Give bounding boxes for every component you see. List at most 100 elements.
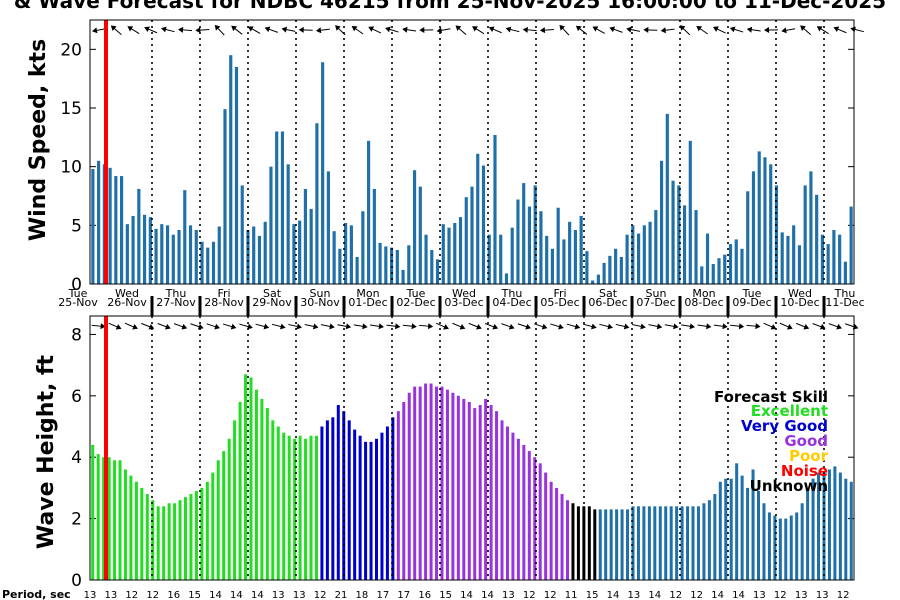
bar bbox=[395, 249, 399, 284]
bar bbox=[500, 420, 504, 580]
bar bbox=[134, 481, 138, 580]
arrow-icon bbox=[91, 323, 106, 330]
bar bbox=[142, 214, 147, 284]
bar bbox=[286, 164, 290, 284]
bar bbox=[614, 248, 618, 284]
bar bbox=[223, 109, 227, 284]
bar bbox=[189, 494, 193, 580]
period-value: 12 bbox=[774, 590, 787, 600]
bar bbox=[167, 503, 171, 580]
bar bbox=[456, 395, 460, 580]
bar bbox=[778, 518, 782, 580]
bar bbox=[631, 225, 635, 284]
bar bbox=[631, 506, 635, 580]
bar bbox=[838, 234, 842, 284]
bar bbox=[211, 241, 216, 284]
bar bbox=[665, 113, 669, 285]
arrow-icon bbox=[472, 26, 485, 35]
bar bbox=[609, 509, 613, 580]
bar bbox=[820, 234, 824, 284]
bar bbox=[338, 248, 342, 284]
bar bbox=[545, 235, 549, 284]
day-of-week-label: Wed bbox=[115, 287, 139, 300]
bar bbox=[784, 518, 788, 580]
bar bbox=[555, 487, 559, 580]
arrow-icon bbox=[161, 26, 175, 33]
date-label: 01-Dec bbox=[348, 296, 387, 309]
legend-title: Forecast Skill bbox=[714, 388, 828, 406]
bar bbox=[658, 506, 662, 580]
wave-direction-arrows bbox=[91, 322, 859, 330]
bar bbox=[385, 426, 389, 580]
arrow-icon bbox=[609, 26, 623, 33]
date-label: 06-Dec bbox=[588, 296, 627, 309]
bar bbox=[659, 160, 664, 284]
arrow-icon bbox=[845, 323, 859, 330]
arrow-icon bbox=[713, 323, 728, 330]
bar bbox=[171, 234, 175, 284]
arrow-icon bbox=[850, 26, 865, 33]
period-value: 14 bbox=[732, 590, 745, 600]
period-value: 13 bbox=[105, 590, 118, 600]
day-of-week-label: Fri bbox=[217, 287, 230, 300]
wave-plot-frame bbox=[89, 315, 855, 581]
legend-item: Poor bbox=[789, 447, 829, 465]
arrow-icon bbox=[796, 322, 810, 330]
bar bbox=[269, 166, 273, 284]
arrow-icon bbox=[353, 323, 368, 330]
day-of-week-label: Thu bbox=[165, 287, 187, 300]
arrow-icon bbox=[800, 25, 812, 35]
bar bbox=[227, 438, 231, 580]
arrow-icon bbox=[648, 323, 663, 330]
period-value: 12 bbox=[669, 590, 682, 600]
period-value: 12 bbox=[125, 590, 138, 600]
bar bbox=[418, 186, 422, 284]
bar bbox=[619, 257, 623, 284]
bar bbox=[342, 411, 346, 580]
bar bbox=[391, 417, 395, 580]
bar bbox=[287, 435, 291, 580]
bar bbox=[576, 506, 580, 580]
day-label-strip: Tue25-NovWed26-NovThu27-NovFri28-NovSat2… bbox=[58, 283, 865, 316]
bar bbox=[789, 515, 793, 580]
bar bbox=[293, 438, 297, 580]
bar bbox=[332, 231, 336, 284]
bar bbox=[757, 490, 760, 580]
bar bbox=[344, 222, 348, 284]
bar bbox=[369, 441, 373, 580]
period-value: 13 bbox=[293, 590, 306, 600]
date-label: 08-Dec bbox=[684, 296, 723, 309]
bar bbox=[751, 469, 755, 580]
arrow-icon bbox=[679, 25, 691, 36]
arrow-icon bbox=[501, 323, 515, 330]
bar bbox=[451, 392, 455, 580]
bar bbox=[244, 374, 248, 580]
period-value: 12 bbox=[837, 590, 850, 600]
arrow-icon bbox=[764, 27, 779, 34]
bar bbox=[396, 411, 400, 580]
bar bbox=[549, 481, 553, 580]
wave-day-separators bbox=[151, 316, 825, 580]
day-of-week-label: Wed bbox=[452, 287, 476, 300]
arrow-icon bbox=[239, 323, 253, 330]
bar bbox=[591, 280, 595, 284]
bar bbox=[511, 432, 515, 580]
wind-panel: Wind Speed, kts 0 5 10 15 20 bbox=[26, 19, 865, 295]
period-value: 13 bbox=[816, 590, 829, 600]
legend-item: Unknown bbox=[750, 477, 828, 495]
date-label: 11-Dec bbox=[825, 296, 864, 309]
bar bbox=[642, 506, 646, 580]
bar bbox=[740, 248, 744, 284]
bar bbox=[91, 169, 95, 284]
wind-direction-arrows bbox=[92, 24, 865, 36]
day-of-week-label: Fri bbox=[553, 287, 566, 300]
bar bbox=[723, 254, 727, 284]
bar bbox=[165, 225, 170, 284]
day-of-week-label: Mon bbox=[692, 287, 715, 300]
bar bbox=[843, 261, 847, 284]
arrow-icon bbox=[828, 323, 842, 330]
arrow-icon bbox=[315, 27, 330, 34]
arrow-icon bbox=[746, 26, 761, 33]
